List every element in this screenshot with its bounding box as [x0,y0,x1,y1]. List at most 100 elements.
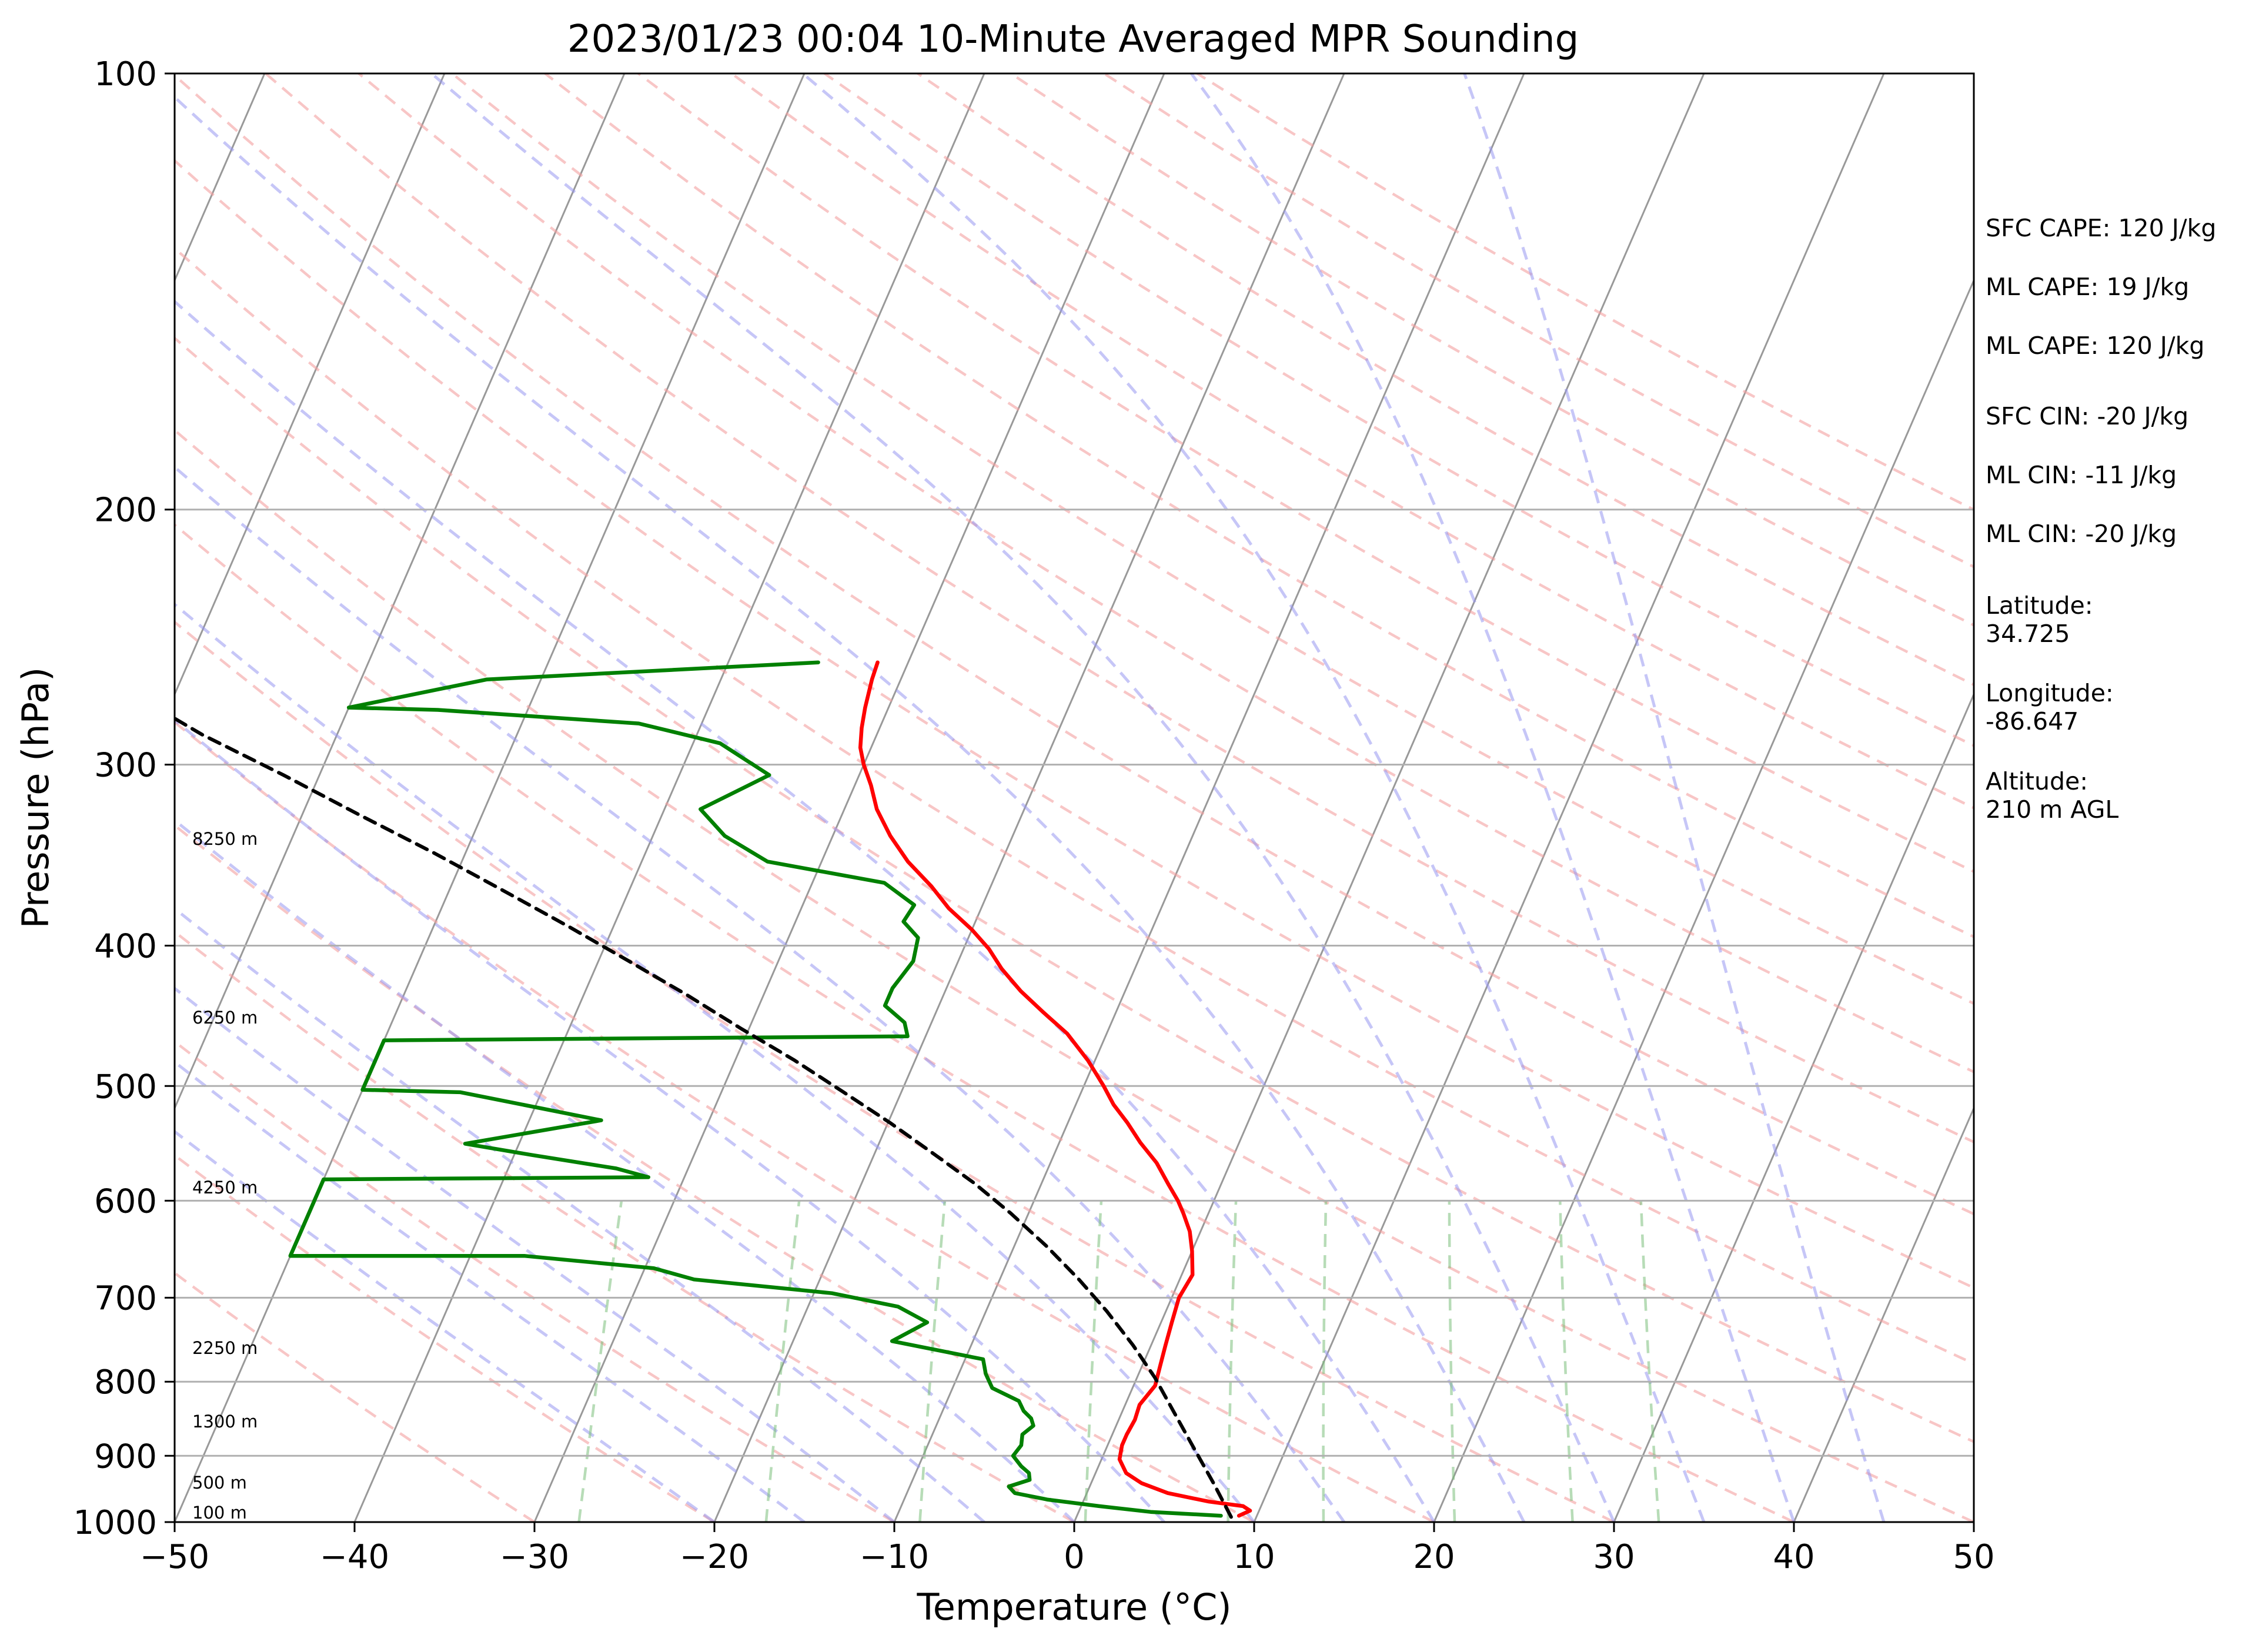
y-tick-label: 200 [94,491,157,530]
moist-adiabat-line [175,1060,806,1522]
isotherm-line [1613,692,1974,1522]
mixing-ratio-line [1084,1200,1103,1522]
dry-adiabat-line [637,73,1974,874]
height-label: 1300 m [192,1412,258,1432]
x-tick-label: 0 [1064,1538,1085,1576]
x-tick-label: −20 [680,1538,749,1576]
annotation-text: Latitude: [1986,591,2093,620]
x-tick-label: −10 [860,1538,929,1576]
y-tick-label: 400 [94,927,157,965]
dry-adiabat-line [175,73,1974,1216]
height-label: 6250 m [192,1008,258,1028]
annotation-text: SFC CIN: -20 J/kg [1986,402,2188,430]
dry-adiabat-line [175,428,1974,1522]
dry-adiabat-line [175,246,1974,1366]
mixing-ratio-line [1559,1200,1574,1522]
x-tick-label: 20 [1413,1538,1455,1576]
x-tick-label: −30 [500,1538,569,1576]
y-tick-label: 1000 [73,1504,157,1542]
dry-adiabat-line [175,159,1974,1289]
y-tick-label: 600 [94,1182,157,1220]
annotation-text: ML CIN: -11 J/kg [1986,461,2177,489]
isotherm-line [1433,278,1974,1522]
x-tick-label: 40 [1773,1538,1814,1576]
isotherm-line [533,73,1165,1522]
annotation-text: ML CAPE: 19 J/kg [1986,273,2189,301]
y-tick-label: 300 [94,747,157,785]
parcel-path [175,716,1233,1519]
height-label: 2250 m [192,1338,258,1358]
height-label: 100 m [192,1503,247,1523]
y-tick-label: 700 [94,1279,157,1317]
y-tick-label: 900 [94,1437,157,1476]
temperature-profile [858,660,1252,1518]
height-label: 4250 m [192,1178,258,1198]
height-label: 8250 m [192,829,258,849]
profile-lines [175,660,1252,1519]
x-axis-ticks: −50 −40 −30 −20 −10 0 10 20 30 40 50 [140,1522,1995,1576]
x-tick-label: 50 [1953,1538,1994,1576]
isotherm-line [175,73,446,697]
pressure-gridlines [175,73,1974,1522]
moist-adiabat-line [175,299,1436,1522]
height-labels: 8250 m 6250 m 4250 m 2250 m 1300 m 500 m 100 m [192,829,258,1523]
annotation-text: -86.647 [1986,707,2078,735]
annotation-text: 34.725 [1986,620,2070,648]
moist-adiabat-line [801,73,1706,1522]
dry-adiabat-line [175,1153,716,1522]
moist-adiabat-line [430,73,1616,1522]
dry-adiabat-line [730,73,1974,810]
isotherm-line [353,73,985,1522]
mixing-ratio-line [1227,1200,1238,1522]
y-tick-label: 100 [94,55,157,93]
chart-title: 2023/01/23 00:04 10-Minute Averaged MPR … [567,18,1579,61]
moist-adiabat-line [175,602,1255,1522]
isotherm-line [1073,73,1705,1522]
x-axis-label: Temperature (°C) [916,1586,1231,1628]
y-axis-ticks: 100 200 300 400 500 600 700 800 900 1000 [73,55,175,1542]
dry-adiabat-line [175,523,1794,1522]
height-label: 500 m [192,1473,247,1493]
dewpoint-profile [288,660,1223,1518]
isotherm-line [893,73,1525,1522]
x-tick-label: 10 [1233,1538,1275,1576]
dry-adiabat-line [175,1039,895,1522]
dry-adiabat-line [175,824,1255,1522]
moist-adiabat-line [1463,73,1886,1522]
annotation-text: Altitude: [1986,767,2088,795]
mixing-ratio-line [1448,1200,1456,1522]
annotation-text: ML CIN: -20 J/kg [1986,520,2177,548]
y-tick-label: 800 [94,1363,157,1402]
mixing-ratio-line [764,1200,801,1522]
sounding-annotations: SFC CAPE: 120 J/kg ML CAPE: 19 J/kg ML CAP… [1986,214,2216,824]
dry-adiabat-line [265,73,1974,1144]
dry-adiabat-line [451,73,1974,1005]
isotherm-line [1793,1106,1974,1522]
annotation-text: SFC CAPE: 120 J/kg [1986,214,2216,242]
dry-adiabat-line [175,720,1435,1522]
isotherm-line [713,73,1345,1522]
x-tick-label: −50 [140,1538,209,1576]
dry-adiabat-line [175,336,1974,1443]
moist-adiabat-line [1190,73,1796,1522]
moist-adiabat-line [175,465,1346,1522]
moist-adiabat-line [175,818,1075,1522]
mixing-ratio-line [1322,1200,1328,1522]
mixing-ratio-line [577,1200,623,1522]
isotherm-line [1253,73,1885,1522]
dry-adiabat-line [917,73,1974,687]
moist-adiabat-line [175,95,1526,1522]
moist-adiabat-line [175,986,895,1522]
mixing-ratio-line [1639,1200,1660,1522]
moist-adiabat-line [175,1129,716,1522]
y-axis-label: Pressure (hPa) [14,667,57,929]
y-tick-label: 500 [94,1068,157,1106]
isotherm-line [175,73,806,1522]
isotherm-line [175,73,626,1111]
annotation-text: 210 m AGL [1986,795,2118,824]
x-tick-label: 30 [1593,1538,1635,1576]
background-reference-lines [175,73,1974,1522]
annotation-text: ML CAPE: 120 J/kg [1986,332,2204,360]
x-tick-label: −40 [320,1538,389,1576]
